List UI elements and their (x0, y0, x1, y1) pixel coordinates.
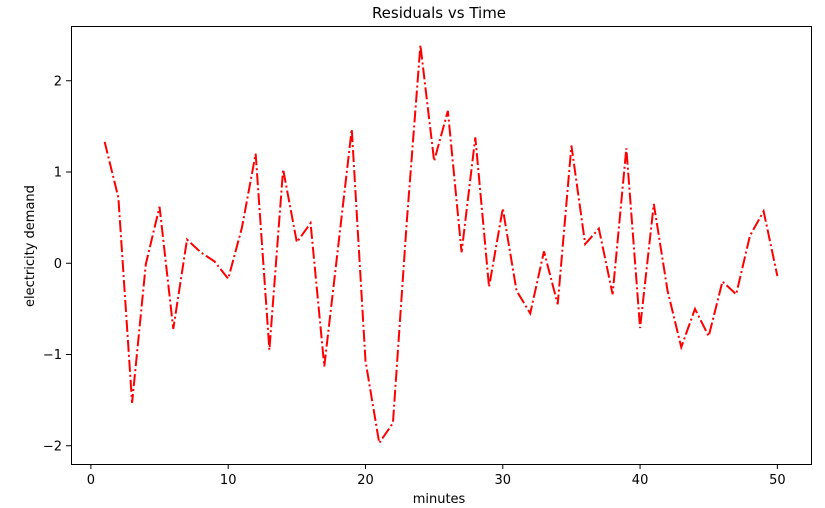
x-tick-label: 40 (632, 473, 649, 488)
x-tick-label: 20 (357, 473, 374, 488)
plot-frame (71, 26, 812, 465)
x-axis-ticks: 0 10 20 30 40 50 (87, 464, 786, 488)
y-tick-label: −1 (43, 348, 62, 363)
x-tick-label: 50 (769, 473, 786, 488)
y-tick-label: 0 (54, 257, 62, 272)
x-tick-label: 10 (220, 473, 237, 488)
y-axis-ticks: −2 −1 0 1 2 (43, 74, 71, 454)
y-tick-label: −2 (43, 439, 62, 454)
y-tick-label: 1 (54, 166, 62, 181)
y-tick-label: 2 (54, 74, 62, 89)
x-axis-label: minutes (413, 492, 466, 507)
x-tick-label: 30 (495, 473, 512, 488)
residual-series-line (103, 45, 779, 446)
x-tick-label: 0 (87, 473, 95, 488)
y-axis-label: electricity demand (23, 185, 38, 307)
chart-title: Residuals vs Time (372, 4, 506, 22)
